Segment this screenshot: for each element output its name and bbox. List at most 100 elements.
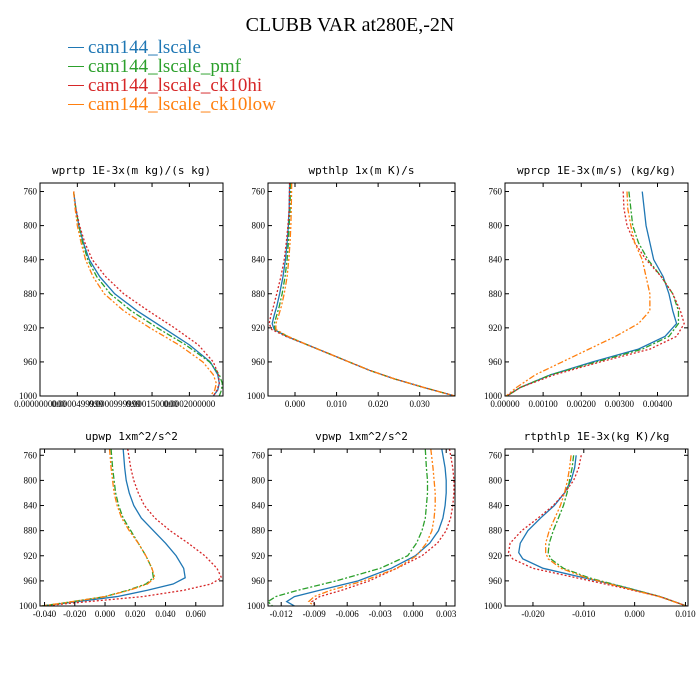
x-tick-label: -0.003 xyxy=(369,609,393,619)
series-line xyxy=(545,455,687,606)
y-tick-label: 960 xyxy=(24,576,38,586)
y-tick-label: 880 xyxy=(489,289,503,299)
y-tick-label: 920 xyxy=(252,551,266,561)
x-tick-label: 0.003 xyxy=(436,609,457,619)
x-tick-label: 0.020 xyxy=(125,609,146,619)
y-tick-label: 920 xyxy=(489,551,503,561)
y-tick-label: 960 xyxy=(489,576,503,586)
legend-swatch xyxy=(68,104,84,105)
panel: wprcp 1E-3x(m/s) (kg/kg) 760 800 840 880 920 9… xyxy=(484,164,689,409)
x-tick-label: 0.00300 xyxy=(605,399,635,409)
panel: wpthlp 1x(m K)/s 760 800 840 880 920 960 1000 0.… xyxy=(247,164,456,409)
y-tick-label: 760 xyxy=(252,450,266,460)
series-line xyxy=(275,183,455,396)
x-tick-label: 0.040 xyxy=(155,609,176,619)
y-tick-label: 760 xyxy=(252,187,266,197)
x-tick-label: 0.010 xyxy=(326,399,347,409)
x-tick-label: -0.020 xyxy=(521,609,545,619)
plot-frame xyxy=(39,182,224,397)
y-tick-label: 800 xyxy=(24,221,38,231)
x-tick-label: 0.000 xyxy=(625,609,646,619)
plot-frame xyxy=(504,448,689,607)
panel-title: wprcp 1E-3x(m/s) (kg/kg) xyxy=(517,164,676,177)
series-line xyxy=(41,449,186,606)
x-tick-label: 0.000 xyxy=(285,399,306,409)
x-tick-label: 0.030 xyxy=(410,399,431,409)
y-tick-label: 800 xyxy=(489,221,503,231)
x-tick-label: 0.00400 xyxy=(643,399,673,409)
series-group xyxy=(72,191,223,396)
x-tick-label: -0.040 xyxy=(33,609,57,619)
legend-item: cam144_lscale_ck10hi xyxy=(68,75,276,96)
panel: wprtp 1E-3x(m kg)/(s kg) 760 800 840 880 920 9… xyxy=(14,164,224,409)
y-tick-label: 800 xyxy=(252,221,266,231)
x-tick-label: 0.00000 xyxy=(490,399,520,409)
x-tick-label: 0.0000499999 xyxy=(51,399,103,409)
y-tick-label: 880 xyxy=(252,526,266,536)
series-group xyxy=(41,449,223,606)
series-line xyxy=(285,449,447,606)
y-tick-label: 840 xyxy=(489,501,503,511)
y-tick-label: 880 xyxy=(489,526,503,536)
legend-swatch xyxy=(68,85,84,86)
y-tick-label: 840 xyxy=(489,255,503,265)
panel-title: rtpthlp 1E-3x(kg K)/kg xyxy=(524,430,670,443)
series-line xyxy=(506,191,678,396)
legend-item: cam144_lscale xyxy=(68,37,276,58)
x-tick-label: -0.006 xyxy=(336,609,360,619)
y-tick-label: 1000 xyxy=(247,601,266,611)
y-tick-label: 1000 xyxy=(484,601,503,611)
y-tick-label: 840 xyxy=(252,501,266,511)
y-tick-label: 1000 xyxy=(484,391,503,401)
y-tick-label: 880 xyxy=(252,289,266,299)
series-line xyxy=(72,191,220,396)
plot-frame xyxy=(39,448,224,607)
panel: vpwp 1xm^2/s^2 760 800 840 880 920 960 1000 -0.0… xyxy=(247,430,457,619)
series-line xyxy=(41,449,156,606)
series-group xyxy=(268,183,455,396)
series-group xyxy=(505,191,685,396)
y-tick-label: 760 xyxy=(24,187,38,197)
x-tick-label: 0.000 xyxy=(403,609,424,619)
x-tick-label: 0.0001500000 xyxy=(126,399,178,409)
x-tick-label: -0.009 xyxy=(303,609,327,619)
x-tick-label: 0.00100 xyxy=(529,399,559,409)
y-tick-label: 880 xyxy=(24,526,38,536)
series-line xyxy=(268,183,455,396)
series-line xyxy=(41,449,223,606)
panel: upwp 1xm^2/s^27608008408809209601000-0.0… xyxy=(19,430,224,619)
legend-swatch xyxy=(68,47,84,48)
series-line xyxy=(547,455,687,606)
y-tick-label: 920 xyxy=(24,551,38,561)
series-line xyxy=(72,191,220,396)
series-line xyxy=(307,449,436,606)
legend-label: cam144_lscale_ck10low xyxy=(88,93,276,115)
x-tick-label: 0.060 xyxy=(186,609,207,619)
series-line xyxy=(507,455,687,606)
y-tick-label: 760 xyxy=(489,450,503,460)
y-tick-label: 840 xyxy=(24,255,38,265)
y-tick-label: 1000 xyxy=(19,601,38,611)
legend-item: cam144_lscale_ck10low xyxy=(68,93,276,115)
y-tick-label: 920 xyxy=(489,323,503,333)
y-tick-label: 960 xyxy=(252,357,266,367)
y-tick-label: 880 xyxy=(24,289,38,299)
series-line xyxy=(271,183,455,396)
legend-swatch xyxy=(68,66,84,67)
plot-frame xyxy=(267,448,456,607)
x-tick-label: 0.010 xyxy=(675,609,696,619)
series-line xyxy=(518,455,687,606)
panel-title: wprtp 1E-3x(m kg)/(s kg) xyxy=(52,164,211,177)
x-tick-label: 0.00200 xyxy=(567,399,597,409)
y-tick-label: 800 xyxy=(489,475,503,485)
y-tick-label: 840 xyxy=(24,501,38,511)
legend: cam144_lscale cam144_lscale_pmf cam144_lsc… xyxy=(68,37,276,115)
y-tick-label: 760 xyxy=(24,450,38,460)
y-tick-label: 960 xyxy=(24,357,38,367)
x-tick-label: 0.0000000000 xyxy=(14,399,66,409)
x-tick-label: -0.020 xyxy=(63,609,87,619)
x-tick-label: -0.012 xyxy=(270,609,293,619)
series-line xyxy=(268,449,429,606)
series-line xyxy=(72,191,223,396)
panel-title: vpwp 1xm^2/s^2 xyxy=(315,430,408,443)
